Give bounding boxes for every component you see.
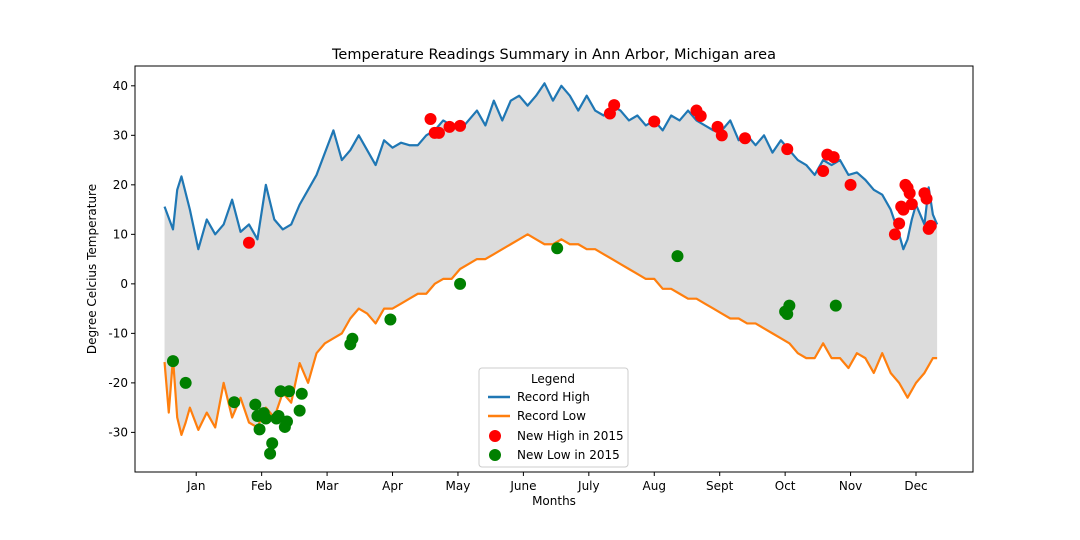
fill-between-area [164,83,938,435]
data-point-new-high-in-2015 [905,198,918,211]
data-point-new-low-in-2015 [295,387,308,400]
data-point-new-low-in-2015 [293,404,306,417]
data-point-new-low-in-2015 [280,415,293,428]
y-tick-label: -20 [108,376,128,390]
data-point-new-low-in-2015 [783,299,796,312]
data-point-new-high-in-2015 [903,187,916,200]
x-tick-label: Aug [643,479,666,493]
data-point-new-low-in-2015 [346,332,359,345]
x-tick-label: Jan [186,479,206,493]
chart-title: Temperature Readings Summary in Ann Arbo… [331,47,776,63]
data-point-new-high-in-2015 [893,217,906,230]
x-tick-label: Dec [904,479,927,493]
data-point-new-low-in-2015 [179,376,192,389]
data-point-new-low-in-2015 [454,277,467,290]
x-axis-label: Months [532,494,576,508]
data-point-new-low-in-2015 [274,385,287,398]
x-tick-label: July [577,479,600,493]
x-tick-label: Mar [316,479,339,493]
data-point-new-high-in-2015 [817,164,830,177]
x-tick-label: May [446,479,471,493]
data-point-new-low-in-2015 [249,398,262,411]
plot-area [163,82,939,460]
y-tick-label: -30 [108,425,128,439]
legend: Legend Record High Record Low New High i… [478,367,629,468]
data-point-new-high-in-2015 [608,99,621,112]
data-point-new-low-in-2015 [253,423,266,436]
y-tick-label: -10 [108,326,128,340]
data-point-new-high-in-2015 [844,178,857,191]
data-point-new-low-in-2015 [259,412,272,425]
legend-label-record-low: Record Low [517,409,586,423]
plot-frame [134,65,974,473]
y-tick-label: 0 [120,277,128,291]
data-point-new-high-in-2015 [694,110,707,123]
x-axis: Jan Feb Mar Apr May June July Aug Sept Oct Nov Dec [186,472,928,493]
data-point-new-low-in-2015 [283,385,296,398]
legend-label-new-low: New Low in 2015 [517,448,620,462]
x-tick-label: Feb [251,479,272,493]
legend-label-new-high: New High in 2015 [517,429,624,443]
legend-swatch-new-low [489,449,501,461]
data-point-new-low-in-2015 [166,355,179,368]
y-tick-label: 10 [113,227,128,241]
x-tick-label: Oct [775,479,796,493]
data-point-new-high-in-2015 [443,120,456,133]
data-point-new-high-in-2015 [432,126,445,139]
x-tick-label: Apr [382,479,403,493]
legend-title: Legend [531,372,575,386]
data-point-new-low-in-2015 [266,437,279,450]
data-point-new-low-in-2015 [264,447,277,460]
data-point-new-high-in-2015 [920,192,933,205]
data-point-new-high-in-2015 [739,132,752,145]
y-tick-label: 30 [113,128,128,142]
data-point-new-high-in-2015 [781,143,794,156]
y-tick-label: 20 [113,178,128,192]
series-line-record-high [163,82,939,251]
data-point-new-high-in-2015 [454,119,467,132]
data-point-new-high-in-2015 [648,115,661,128]
data-point-new-high-in-2015 [424,112,437,125]
legend-label-record-high: Record High [517,390,590,404]
data-point-new-low-in-2015 [228,396,241,409]
x-tick-label: Sept [706,479,734,493]
data-point-new-low-in-2015 [829,299,842,312]
data-point-new-high-in-2015 [924,219,937,232]
y-axis: -30 -20 -10 0 10 20 30 40 [108,79,135,439]
legend-box [478,367,629,468]
x-tick-label: June [509,479,536,493]
data-point-new-high-in-2015 [242,236,255,249]
data-point-new-high-in-2015 [715,129,728,142]
data-point-new-high-in-2015 [888,228,901,241]
data-point-new-low-in-2015 [671,250,684,263]
y-axis-label: Degree Celcius Temperature [85,184,99,354]
data-point-new-low-in-2015 [551,242,564,255]
data-point-new-high-in-2015 [827,151,840,164]
legend-swatch-new-high [489,430,501,442]
y-tick-label: 40 [113,79,128,93]
data-point-new-low-in-2015 [384,313,397,326]
x-tick-label: Nov [839,479,862,493]
